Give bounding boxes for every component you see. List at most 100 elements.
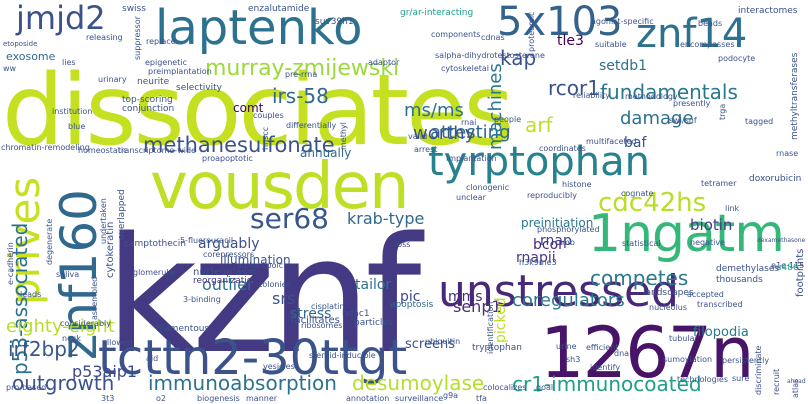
word: exosome xyxy=(6,50,56,63)
word: considerably xyxy=(60,319,111,328)
word: reproducibly xyxy=(527,191,577,200)
word: preimplantation xyxy=(148,67,212,76)
word: colocalizes xyxy=(483,383,527,392)
word: encompasses xyxy=(680,40,735,49)
word: arrest xyxy=(414,145,438,154)
word: trga xyxy=(718,103,727,120)
word: implantation xyxy=(446,154,497,163)
word: tle3 xyxy=(557,33,584,49)
word: cytoskeletal xyxy=(441,64,490,73)
word: arf xyxy=(525,113,553,137)
word: gr/ar-interacting xyxy=(400,8,474,18)
word: identify xyxy=(590,363,621,372)
word: components xyxy=(431,30,481,39)
word: rnase xyxy=(776,149,799,158)
word: methyltransferases xyxy=(790,52,800,140)
word: bcor xyxy=(533,237,564,253)
word: blue xyxy=(68,122,86,131)
word: beads xyxy=(698,19,723,28)
word: recruit xyxy=(772,368,781,395)
word: 5-fluorouracil xyxy=(180,236,234,245)
word: irf2bp2 xyxy=(8,337,80,361)
word: annotation xyxy=(346,394,390,403)
word: steroid-inducible xyxy=(309,351,376,360)
word: lies xyxy=(62,58,76,67)
word: unclear xyxy=(456,193,486,202)
word: screens xyxy=(405,337,455,352)
word: discriminate xyxy=(754,345,763,395)
word: ms/ms xyxy=(404,100,464,121)
word: differentially xyxy=(286,121,337,130)
word: landscapes xyxy=(643,288,694,298)
word: e-cadherin xyxy=(6,242,15,285)
word: couples xyxy=(253,111,284,120)
word: laptenko xyxy=(155,0,363,56)
word: machines xyxy=(485,63,506,150)
word: eighty-eight xyxy=(6,316,115,337)
word: rnai xyxy=(461,118,477,127)
word: phosphorylated xyxy=(537,225,600,234)
word: swiss xyxy=(122,4,146,14)
word: adaptor xyxy=(368,58,400,67)
word: baf xyxy=(624,135,647,151)
word: cdnas xyxy=(481,33,505,42)
word: tagged xyxy=(745,117,774,126)
word: n1e-115 xyxy=(771,261,805,270)
word: cr1-immunocoated xyxy=(512,372,702,396)
word: competes xyxy=(590,266,689,290)
word: saliva xyxy=(56,270,80,279)
word: senp1 xyxy=(453,297,502,316)
word: allowed xyxy=(102,338,133,347)
word: outgrowth xyxy=(12,371,115,395)
word: arguably xyxy=(198,236,260,252)
word: tubular xyxy=(669,334,698,343)
word: pre-rrna xyxy=(285,70,318,79)
word: chromatin-remodeling xyxy=(1,143,90,152)
word: picked xyxy=(493,297,509,343)
word: jmjd2 xyxy=(16,0,106,37)
word: interactomes xyxy=(738,6,798,16)
word: immunoabsorption xyxy=(148,371,337,395)
word: negative xyxy=(690,238,725,247)
word: reliability xyxy=(573,91,610,100)
word: pic xyxy=(400,289,421,305)
word: irs-58 xyxy=(272,84,329,108)
word: ser68 xyxy=(250,202,329,235)
word: 1ngatm xyxy=(588,204,785,264)
word: kap xyxy=(500,46,537,70)
word: demethylases xyxy=(716,264,780,274)
word: replace xyxy=(146,37,176,46)
word: surveillance xyxy=(395,394,444,403)
word: corepressors xyxy=(203,250,255,259)
word: epigenetic xyxy=(145,58,187,67)
word: znf14 xyxy=(636,11,748,57)
word: rcor1 xyxy=(548,76,600,100)
word: identification xyxy=(486,301,495,354)
word: o2 xyxy=(156,394,166,403)
word: nucleolus xyxy=(649,303,688,312)
word: kznf xyxy=(105,202,421,389)
word: enzalutamide xyxy=(248,4,310,14)
word: mb xyxy=(562,238,575,247)
word: goal xyxy=(536,383,554,392)
word: 1267n xyxy=(540,312,755,394)
word: agonist-specific xyxy=(591,17,654,26)
word: attesting xyxy=(430,122,511,143)
word: transcriptome-wide xyxy=(118,146,196,155)
word: apoptosis xyxy=(390,300,434,310)
word: fundamentals xyxy=(600,80,738,104)
word: efficient xyxy=(586,343,619,352)
word: neurite xyxy=(137,77,170,87)
word: glomerular xyxy=(133,268,177,277)
word: vesicles xyxy=(263,362,295,371)
word: colonies xyxy=(258,280,291,289)
word: vousden xyxy=(150,150,409,224)
word: footprints xyxy=(795,248,806,297)
word: homeostatic xyxy=(78,146,128,155)
word: coordinates xyxy=(539,144,586,153)
word: ww xyxy=(3,64,17,73)
word: top-scoring xyxy=(122,95,173,105)
word: cdc42hs xyxy=(598,188,707,218)
word: sumoylation xyxy=(663,355,713,364)
